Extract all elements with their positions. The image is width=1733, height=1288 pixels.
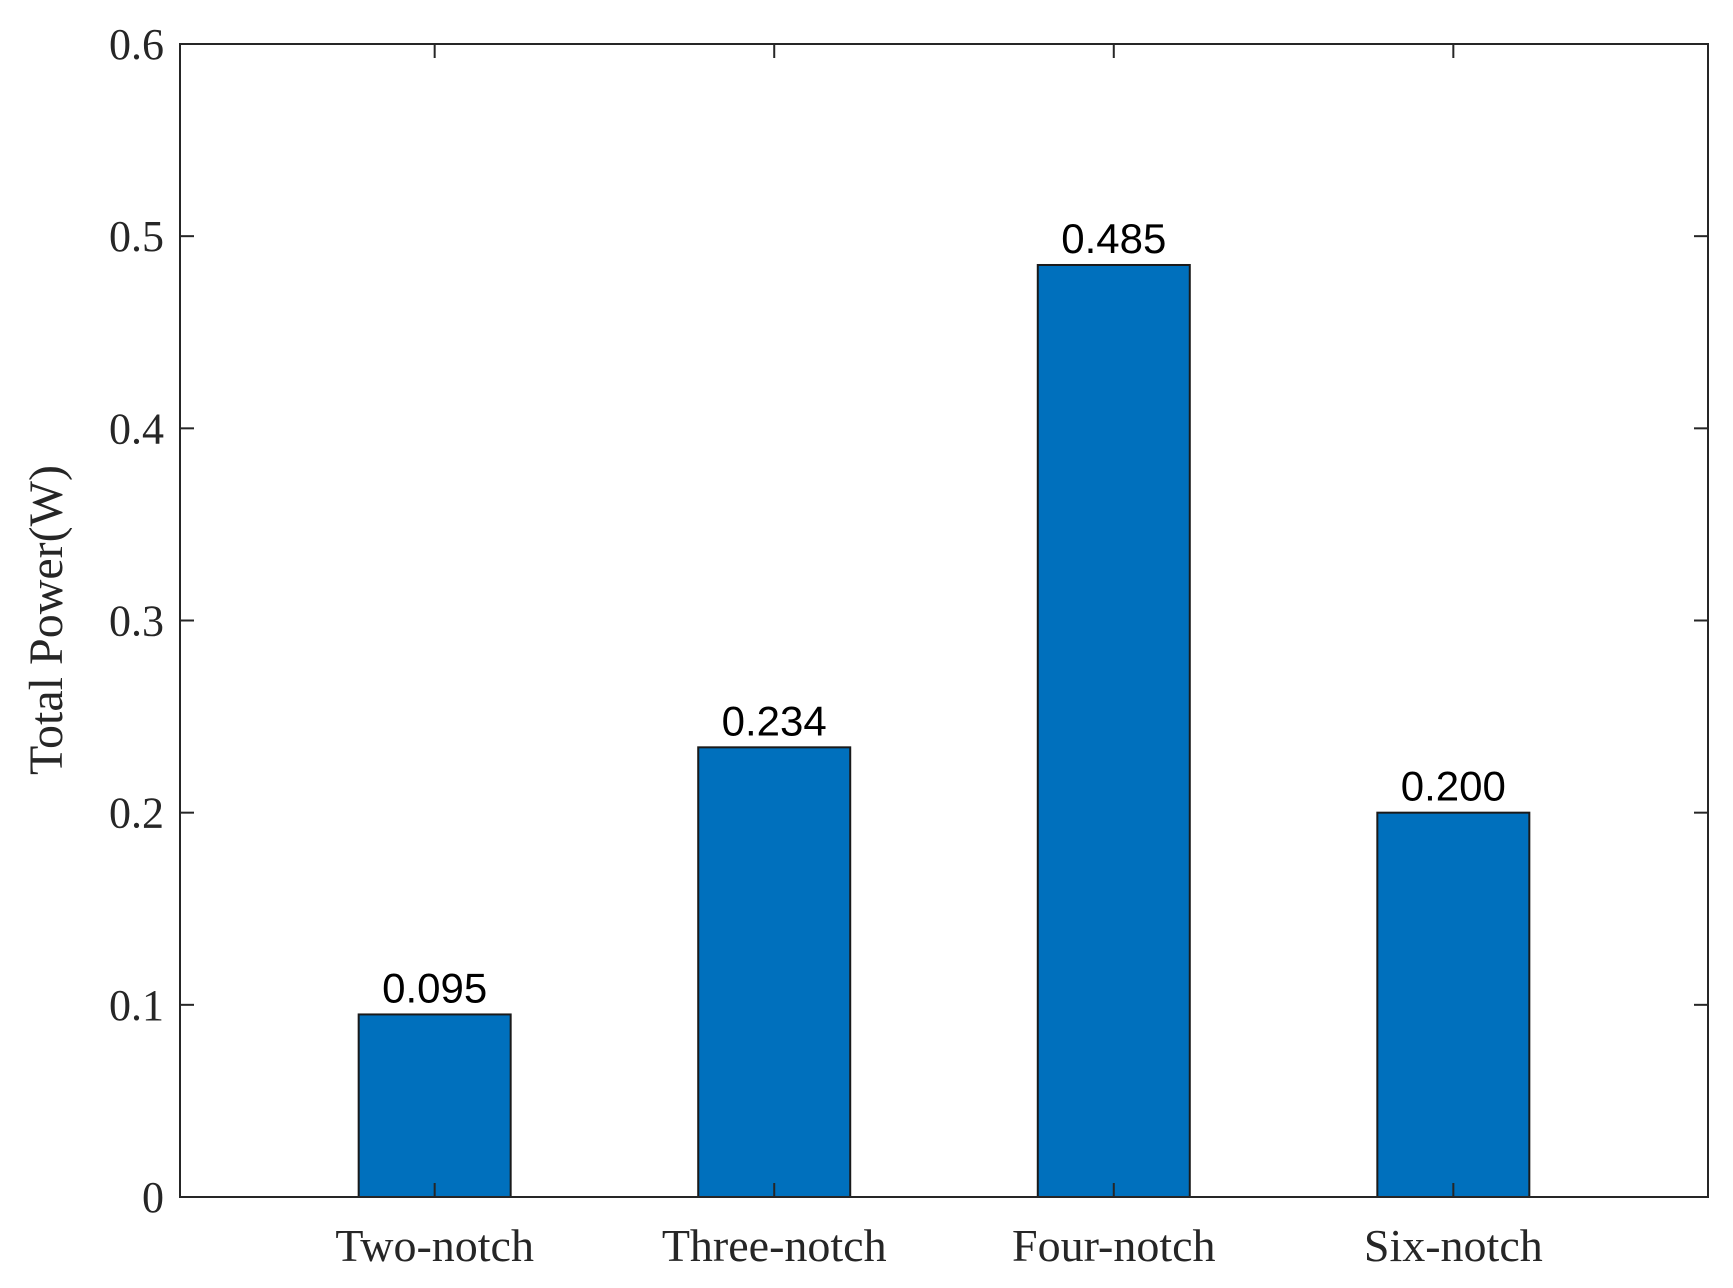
y-tick-label: 0.4 bbox=[109, 404, 164, 453]
y-axis-title: Total Power(W) bbox=[20, 465, 73, 775]
y-tick-label: 0.2 bbox=[109, 789, 164, 838]
y-tick-label: 0.5 bbox=[109, 212, 164, 261]
bar-four-notch bbox=[1036, 263, 1191, 1199]
bar-six-notch bbox=[1376, 811, 1531, 1199]
y-tick-label: 0 bbox=[142, 1173, 164, 1222]
y-tick-label: 0.6 bbox=[109, 20, 164, 69]
data-label: 0.485 bbox=[1061, 215, 1166, 262]
x-tick-label: Three-notch bbox=[662, 1220, 887, 1271]
bar-two-notch bbox=[357, 1013, 512, 1198]
x-tick-label: Four-notch bbox=[1012, 1220, 1216, 1271]
bar-three-notch bbox=[697, 746, 852, 1199]
x-tick-label: Two-notch bbox=[335, 1220, 534, 1271]
data-label: 0.095 bbox=[382, 964, 487, 1011]
x-tick-label: Six-notch bbox=[1364, 1220, 1543, 1271]
data-label: 0.200 bbox=[1401, 763, 1506, 810]
y-tick-label: 0.3 bbox=[109, 597, 164, 646]
data-label: 0.234 bbox=[722, 697, 827, 744]
y-tick-label: 0.1 bbox=[109, 981, 164, 1030]
plot-area: 0.095 0.234 0.485 0.200 0 0.1 0.2 0.3 0.4 0.5 0.6 T… bbox=[109, 20, 1709, 1271]
